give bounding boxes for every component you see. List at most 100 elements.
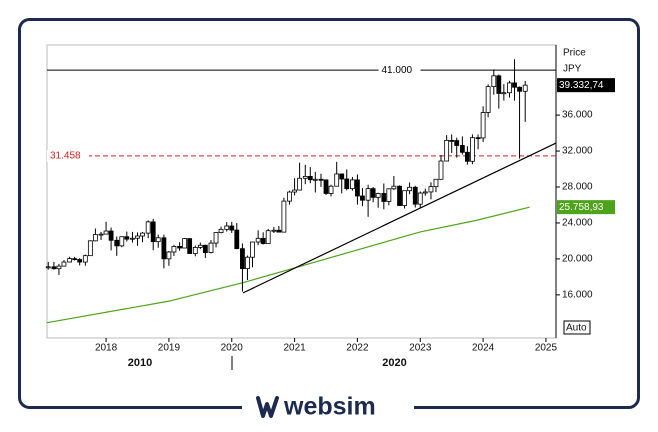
candle-body: [292, 189, 297, 193]
x-tick-label: 2019: [158, 343, 181, 354]
candle-body: [61, 261, 67, 267]
candle-body: [45, 266, 51, 269]
y-tick-label: 36.000: [562, 110, 593, 121]
candle-body: [103, 230, 109, 235]
candle-body: [397, 185, 402, 206]
candle-body: [386, 188, 392, 202]
candle-body: [202, 244, 208, 254]
candle-body: [124, 236, 130, 240]
candle-body: [475, 137, 481, 140]
currency-label: JPY: [563, 64, 582, 75]
x-tick-label: 2021: [283, 343, 306, 354]
candle-body: [459, 145, 465, 153]
candle-body: [485, 86, 491, 113]
candle-body: [98, 233, 104, 236]
candle-body: [229, 225, 235, 231]
candle-body: [161, 237, 167, 260]
candle-body: [370, 188, 376, 198]
candle-body: [496, 75, 502, 94]
scale-button-label[interactable]: Auto: [566, 323, 587, 334]
candle-body: [213, 232, 219, 244]
candle-body: [234, 229, 240, 250]
candle-body: [334, 173, 340, 187]
candle-body: [375, 193, 381, 198]
candle-body: [344, 178, 350, 190]
candle-body: [177, 246, 182, 249]
candle-body: [166, 251, 172, 260]
candle-body: [428, 186, 434, 193]
x-tick-label: 2018: [95, 343, 118, 354]
candle-body: [51, 266, 57, 270]
candle-body: [92, 234, 98, 242]
moving-average-value-label: 25.758,93: [559, 202, 604, 213]
candle-body: [114, 239, 120, 247]
candle-body: [391, 185, 397, 190]
candle-body: [67, 258, 73, 263]
candle-body: [328, 185, 334, 194]
decade-label: 2020: [382, 357, 406, 369]
candle-body: [218, 228, 224, 233]
candle-body: [255, 237, 261, 243]
brand-backdrop: [242, 392, 414, 424]
candle-body: [182, 238, 188, 249]
candle-body: [82, 255, 88, 263]
candle-body: [360, 195, 365, 201]
candle-body: [145, 221, 151, 234]
x-tick-label: 2023: [409, 343, 432, 354]
candle-body: [517, 86, 522, 92]
y-tick-label: 32.000: [562, 146, 593, 157]
candle-body: [155, 237, 161, 243]
candle-body: [381, 193, 387, 202]
x-tick-label: 2020: [221, 343, 244, 354]
level-label-bg: [378, 64, 421, 77]
candle-body: [108, 230, 114, 241]
moving-average-value-box: [557, 200, 615, 215]
candle-body: [135, 235, 140, 239]
y-tick-label: 20.000: [562, 254, 593, 265]
candle-body: [130, 237, 135, 240]
brand-name: websim: [283, 393, 376, 421]
candle-body: [339, 173, 345, 180]
candle-body: [187, 238, 193, 254]
candle-body: [438, 160, 444, 180]
candle-body: [77, 259, 83, 263]
x-tick-label: 2025: [535, 343, 558, 354]
x-tick-label: 2022: [346, 343, 369, 354]
candle-body: [250, 241, 255, 258]
scale-button[interactable]: [563, 320, 591, 335]
candle-body: [192, 247, 198, 254]
level-label: 31.458: [50, 151, 81, 162]
candle-body: [507, 82, 512, 94]
y-tick-label: 24.000: [562, 218, 593, 229]
candle-body: [140, 232, 145, 237]
level-label-bg: [47, 149, 89, 162]
candle-body: [522, 84, 528, 92]
candle-body: [287, 191, 292, 202]
candle-body: [433, 178, 439, 188]
candle-body: [224, 225, 230, 230]
moving-average: [46, 206, 530, 324]
candle-body: [444, 139, 450, 162]
level-label: 41.000: [382, 65, 413, 76]
candle-body: [365, 188, 371, 201]
candle-body: [56, 265, 62, 270]
candle-body: [323, 179, 329, 194]
candle-body: [349, 179, 355, 190]
candle-body: [119, 236, 125, 247]
candle-body: [491, 75, 497, 88]
last-price-label: 39.332,74: [559, 80, 604, 91]
candle-body: [265, 230, 271, 244]
candle-body: [307, 176, 313, 181]
candle-body: [87, 240, 93, 257]
decade-label: 2010: [128, 357, 152, 369]
candle-body: [312, 178, 318, 181]
candle-body: [501, 92, 507, 95]
candle-body: [260, 237, 266, 244]
candle-body: [171, 246, 177, 253]
candle-body: [297, 177, 303, 191]
candle-body: [72, 258, 78, 261]
candle-body: [240, 248, 245, 270]
candle-body: [271, 229, 277, 232]
y-tick-label: 16.000: [562, 289, 593, 300]
